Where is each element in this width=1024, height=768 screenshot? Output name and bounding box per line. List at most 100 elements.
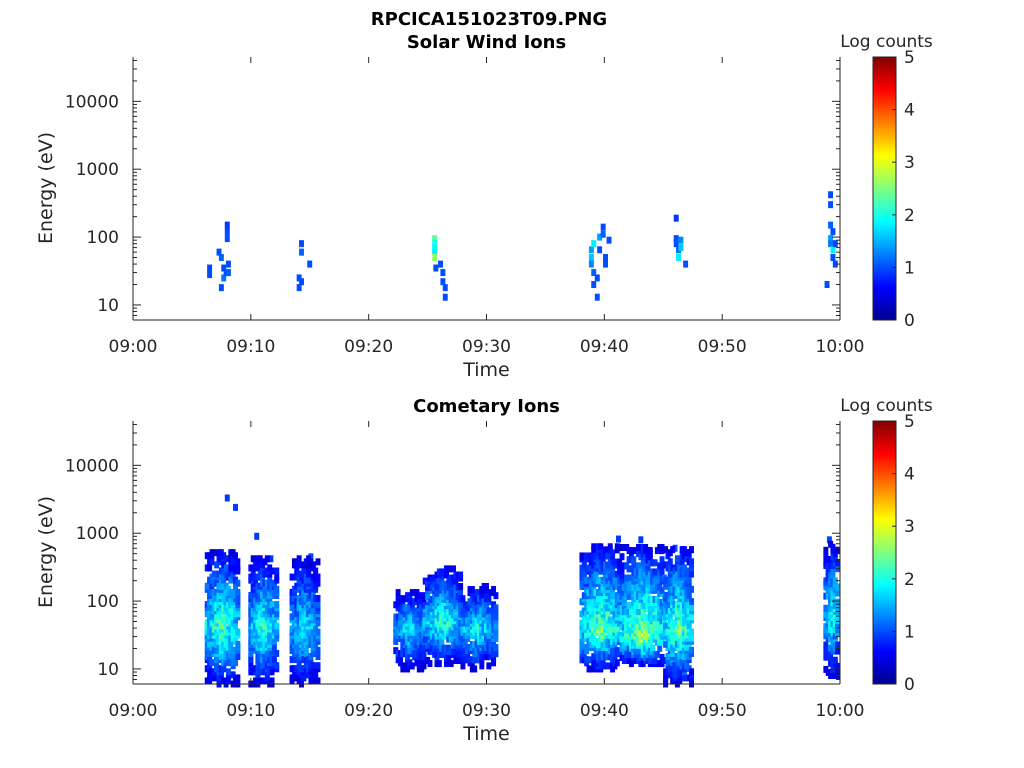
solar-wind-colorbar-tick-label-2: 2 (904, 206, 915, 226)
cometary-cell-2473 (670, 546, 676, 554)
solar-wind-ytick-label-3: 10000 (65, 92, 119, 112)
solar-wind-cell-3 (218, 254, 224, 262)
cometary-cell-1659 (586, 656, 592, 664)
solar-wind-cell-42 (603, 254, 608, 262)
cometary-cell-899 (315, 579, 321, 587)
cometary-cell-1598 (493, 604, 499, 612)
cometary-panel: Cometary Ions 09:00 09:10 09:20 09:30 09:40 09… (35, 396, 933, 745)
cometary-cell-241 (225, 668, 231, 676)
cometary-ytick-label-1: 100 (87, 592, 119, 612)
solar-wind-cell-22 (432, 248, 438, 256)
solar-wind-cell-17 (299, 248, 304, 256)
cometary-cell-3 (268, 555, 274, 563)
cometary-cell-1897 (610, 647, 616, 655)
cometary-cell-2055 (626, 565, 632, 573)
cometary-cell-274 (228, 607, 234, 615)
solar-wind-cell-38 (597, 233, 603, 241)
cometary-cell-1667 (586, 598, 592, 606)
cometary-cell-2316 (654, 650, 660, 658)
cometary-cell-2422 (667, 671, 673, 679)
cometary-cell-567 (269, 668, 275, 676)
cometary-cell-266 (228, 640, 234, 648)
cometary-cell-583 (269, 601, 275, 609)
cometary-cell-1575 (491, 656, 497, 664)
cometary-cell-1230 (439, 568, 445, 576)
cometary-cell-0 (224, 494, 230, 502)
cometary-cell-1594 (493, 622, 499, 630)
solar-wind-cell-43 (603, 260, 608, 268)
cometary-cell-1892 (607, 543, 613, 551)
cometary-cell-2744 (830, 672, 836, 680)
cometary-cell-1184 (434, 583, 440, 591)
cometary-cell-1994 (619, 571, 625, 579)
cometary-panel-title: Cometary Ions (413, 396, 560, 417)
cometary-cell-325 (235, 653, 241, 661)
cometary-cell-610 (274, 628, 280, 636)
solar-wind-cell-25 (438, 260, 444, 268)
solar-wind-cell-56 (828, 221, 834, 229)
cometary-cell-1017 (409, 589, 415, 597)
cometary-cell-1520 (479, 592, 485, 600)
cometary-cell-437 (255, 564, 261, 572)
cometary-cell-2054 (626, 574, 632, 582)
solar-wind-cell-52 (683, 260, 689, 268)
cometary-cell-1248 (441, 580, 447, 588)
cometary-cell-2048 (626, 602, 632, 610)
cometary-cell-881 (313, 567, 319, 575)
cometary-cell-2668 (689, 628, 695, 636)
cometary-cell-1977 (617, 558, 623, 566)
cometary-cell-1634 (581, 570, 587, 578)
solar-wind-colorbar-tick-label-0: 0 (904, 311, 915, 331)
solar-wind-xtick-label-4: 09:40 (580, 337, 629, 357)
cometary-cell-1082 (421, 613, 427, 621)
cometary-colorbar-tick-label-1: 1 (904, 622, 915, 642)
solar-wind-cell-14 (296, 284, 302, 292)
cometary-cell-1941 (614, 647, 620, 655)
cometary-cell-99 (211, 549, 217, 557)
cometary-cell-2815 (835, 583, 841, 591)
cometary-cell-58 (209, 659, 215, 667)
cometary-cell-2403 (663, 576, 669, 584)
solar-wind-cell-23 (432, 254, 438, 262)
cometary-xtick-label-1: 09:10 (226, 701, 275, 721)
solar-wind-cell-40 (600, 223, 606, 231)
cometary-cell-78 (211, 674, 217, 682)
cometary-cell-1698 (591, 637, 597, 645)
cometary-cell-2804 (835, 641, 841, 649)
cometary-cell-2373 (661, 657, 667, 665)
cometary-cell-1599 (493, 592, 499, 600)
cometary-cell-1596 (493, 613, 499, 621)
solar-wind-panel: Solar Wind Ions 09:00 09:10 09:20 09:30 09:40… (35, 32, 933, 381)
cometary-cell-322 (233, 552, 238, 560)
solar-wind-cell-13 (296, 274, 302, 282)
cometary-cell-2095 (631, 562, 637, 570)
solar-wind-cell-35 (591, 281, 597, 289)
solar-wind-cell-30 (588, 246, 594, 254)
cometary-cell-1562 (486, 595, 492, 603)
cometary-spectrogram-cells (204, 494, 841, 688)
cometary-cell-890 (315, 628, 321, 636)
cometary-cell-884 (315, 662, 321, 670)
cometary-cell-2684 (823, 641, 829, 649)
solar-wind-cell-62 (832, 240, 838, 248)
cometary-cell-2096 (631, 556, 637, 564)
cometary-cell-2296 (652, 657, 658, 665)
cometary-cell-1998 (621, 657, 627, 665)
cometary-cell-1848 (603, 546, 608, 554)
cometary-cell-237 (223, 564, 229, 572)
cometary-cell-1 (233, 503, 238, 511)
cometary-cell-1399 (460, 595, 466, 603)
cometary-cell-2674 (689, 598, 695, 606)
cometary-cell-1386 (460, 656, 466, 664)
cometary-cell-238 (223, 555, 229, 563)
cometary-cell-1673 (588, 665, 594, 673)
cometary-cell-1345 (453, 577, 459, 585)
solar-wind-cell-10 (224, 221, 230, 229)
cometary-cell-2665 (689, 646, 695, 654)
cometary-cell-1591 (493, 644, 499, 652)
cometary-cell-1111 (425, 592, 431, 600)
solar-wind-cell-2 (216, 248, 222, 256)
cometary-cell-1657 (584, 552, 590, 560)
cometary-cell-589 (271, 656, 277, 664)
solar-wind-colorbar-tick-label-4: 4 (904, 101, 915, 121)
